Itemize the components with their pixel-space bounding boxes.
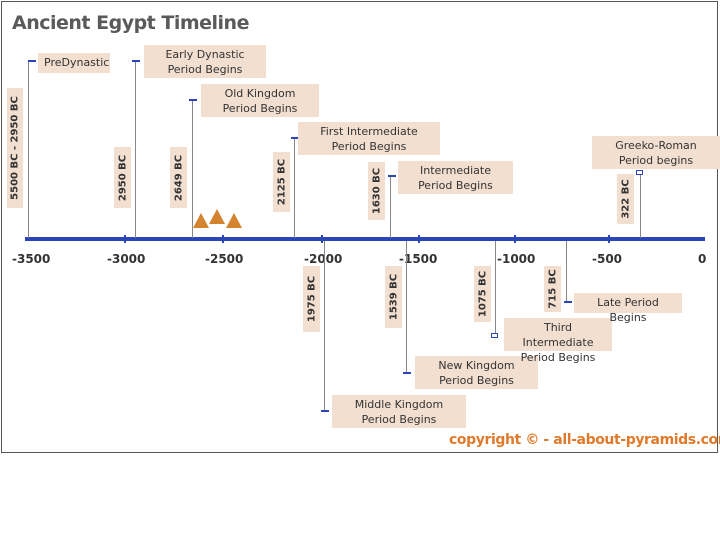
copyright-notice: copyright © - all-about-pyramids.com <box>449 432 720 448</box>
event-label-middle-kingdom: Middle Kingdom Period Begins <box>332 395 466 428</box>
axis-minor-tick <box>418 235 420 243</box>
event-stem <box>406 241 407 373</box>
event-stem <box>294 138 295 238</box>
event-stem <box>192 100 193 238</box>
event-marker <box>189 99 197 101</box>
event-date-first-intermediate: 2125 BC <box>273 152 290 212</box>
event-label-old-kingdom: Old Kingdom Period Begins <box>201 84 319 117</box>
pyramid-icon <box>193 213 209 228</box>
axis-tick-label: -3500 <box>12 252 51 266</box>
event-label-third-intermediate: Third Intermediate Period Begins <box>504 318 612 364</box>
timeline-frame: Ancient Egypt Timeline -3500 -3000 -2500… <box>1 1 720 453</box>
axis-tick-label: -2000 <box>304 252 342 266</box>
event-label-new-kingdom: New Kingdom Period Begins <box>415 356 538 389</box>
event-marker <box>28 60 36 62</box>
event-date-third-intermediate: 1075 BC <box>474 266 491 322</box>
axis-tick-label: -500 <box>592 252 623 266</box>
event-stem <box>566 241 567 303</box>
event-marker <box>388 175 396 177</box>
event-date-middle-kingdom: 1975 BC <box>303 266 320 332</box>
event-date-new-kingdom: 1539 BC <box>385 266 402 328</box>
event-date-early-dynastic: 2950 BC <box>114 147 131 208</box>
axis-tick-label: -1500 <box>399 252 438 266</box>
event-marker <box>132 60 140 62</box>
event-label-early-dynastic: Early Dynastic Period Begins <box>144 45 266 78</box>
page-title: Ancient Egypt Timeline <box>12 12 249 34</box>
event-marker <box>321 410 329 412</box>
pyramid-icon <box>226 213 242 228</box>
event-label-greeko-roman: Greeko-Roman Period begins <box>592 136 720 169</box>
event-stem <box>640 174 641 238</box>
event-date-greeko-roman: 322 BC <box>617 174 634 224</box>
axis-tick-label: -2500 <box>205 252 244 266</box>
axis-minor-tick <box>321 235 323 243</box>
event-stem <box>28 61 29 238</box>
event-stem <box>324 241 325 411</box>
event-stem <box>495 241 496 335</box>
event-marker <box>491 333 498 338</box>
timeline-axis <box>25 237 705 241</box>
event-label-late-period: Late Period Begins <box>574 293 682 324</box>
event-date-predynastic: 5500 BC - 2950 BC <box>7 88 23 208</box>
axis-tick-label: -1000 <box>497 252 536 266</box>
event-stem <box>390 176 391 238</box>
event-marker <box>403 372 411 374</box>
event-label-first-intermediate: First Intermediate Period Begins <box>298 122 440 155</box>
event-date-old-kingdom: 2649 BC <box>170 147 187 208</box>
axis-tick-label: 0 <box>698 252 707 266</box>
event-date-late-period: 715 BC <box>544 266 561 312</box>
event-label-predynastic: PreDynastic <box>38 53 110 73</box>
axis-tick-label: -3000 <box>107 252 146 266</box>
axis-minor-tick <box>608 235 610 243</box>
event-marker <box>291 137 299 139</box>
event-date-intermediate: 1630 BC <box>368 162 385 220</box>
event-marker <box>564 301 572 303</box>
axis-minor-tick <box>514 235 516 243</box>
axis-minor-tick <box>222 235 224 243</box>
axis-minor-tick <box>124 235 126 243</box>
event-stem <box>135 61 136 238</box>
event-marker <box>636 170 643 175</box>
event-label-intermediate: Intermediate Period Begins <box>398 161 513 194</box>
pyramid-icon <box>209 209 225 224</box>
